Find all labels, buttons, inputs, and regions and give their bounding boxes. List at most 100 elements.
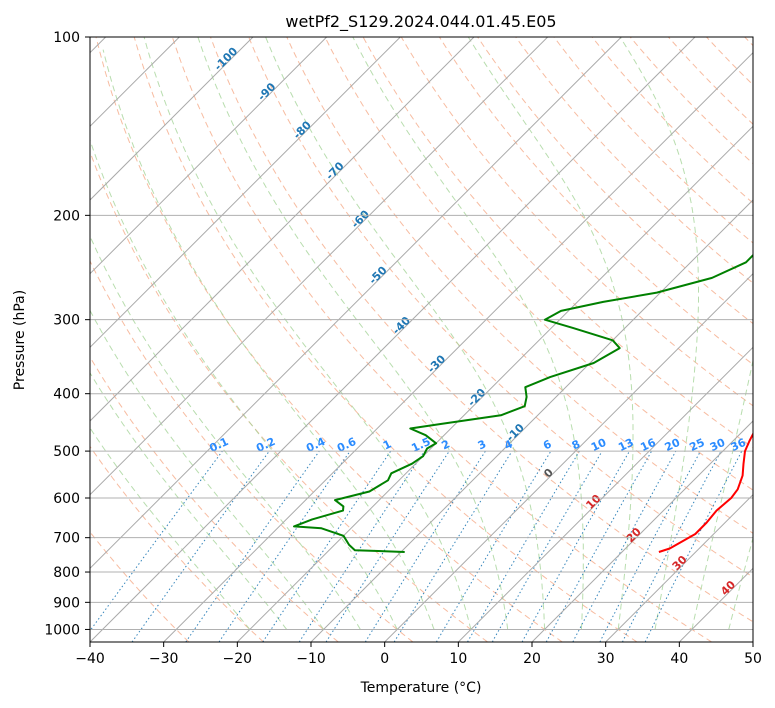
dry-adiabat-line: [706, 37, 753, 86]
isotherm-line: [163, 51, 753, 642]
mixing-ratio-line: [572, 450, 677, 642]
x-tick-label: 0: [380, 651, 389, 667]
y-tick-label: 500: [53, 444, 80, 460]
isotherm-line: [90, 37, 254, 201]
y-tick-label: 800: [53, 565, 80, 581]
dry-adiabat-line: [171, 37, 712, 642]
isotherm-line: [531, 420, 753, 642]
dry-adiabat-line: [90, 356, 339, 642]
y-axis: 100 200 300 400 500 600 700 800 900 1000: [44, 30, 90, 638]
dry-adiabat-line: [591, 37, 753, 204]
dewpoint-profile-line: [293, 253, 753, 553]
isotherm-label: -100: [212, 44, 241, 73]
profile-lines: [293, 253, 753, 553]
x-tick-label: 30: [597, 651, 615, 667]
mixing-ratio-line: [325, 450, 450, 642]
mixing-ratio-line: [185, 450, 320, 642]
x-tick-label: −10: [296, 651, 326, 667]
mixing-ratio-label: 30: [708, 436, 728, 454]
isotherm-line: [90, 37, 549, 496]
mixing-ratio-label: 1: [381, 437, 393, 452]
mixing-ratio-label: 25: [687, 436, 706, 454]
isotherm-label: -20: [465, 386, 488, 409]
moist-adiabat-line: [265, 37, 546, 630]
y-tick-label: 600: [53, 491, 80, 507]
mixing-ratio-line: [545, 450, 653, 642]
isotherm-line: [236, 125, 753, 642]
y-tick-label: 1000: [44, 622, 80, 638]
background-labels: 0.1 0.2 0.4 0.6 1 1.5 2 3 4 6 8 10 13 16 20 25 30 36-100-…: [207, 44, 748, 598]
isotherm-label: -80: [291, 118, 314, 141]
x-tick-label: −30: [149, 651, 179, 667]
isotherm-label: 10: [583, 492, 603, 512]
y-tick-label: 300: [53, 313, 80, 329]
mixing-ratio-label: 0.2: [254, 435, 277, 455]
mixing-ratio-line: [131, 450, 270, 642]
mixing-ratio-label: 10: [589, 436, 609, 454]
dry-adiabat-line: [90, 531, 190, 642]
mixing-ratio-label: 8: [570, 437, 582, 452]
moist-adiabat-line: [90, 427, 251, 630]
mixing-ratio-label: 6: [541, 437, 554, 452]
dry-adiabat-line: [90, 259, 414, 642]
mixing-ratio-line: [218, 450, 351, 642]
isotherm-line: [457, 346, 753, 642]
dry-adiabat-line: [668, 37, 753, 125]
x-axis: −40 −30 −20 −10 0 10 20 30 40 50: [75, 642, 762, 667]
isotherm-label: -50: [366, 264, 389, 287]
mixing-ratio-label: 20: [663, 436, 683, 454]
x-tick-label: 40: [670, 651, 688, 667]
mixing-ratio-line: [298, 450, 425, 642]
isotherm-line: [90, 37, 622, 570]
y-tick-label: 100: [53, 30, 80, 46]
mixing-ratio-line: [393, 450, 513, 642]
grid-lines: [90, 37, 753, 630]
y-tick-label: 400: [53, 387, 80, 403]
moist-adiabat-line: [90, 309, 325, 630]
x-tick-label: 20: [523, 651, 541, 667]
moist-adiabat-line: [619, 37, 699, 630]
x-tick-label: 10: [449, 651, 467, 667]
moist-adiabat-line: [102, 49, 435, 630]
mixing-ratio-line: [644, 450, 743, 642]
moist-adiabat-line: [143, 37, 472, 630]
temperature-profile-line: [658, 432, 753, 553]
dry-adiabat-line: [210, 37, 753, 623]
isotherm-line: [90, 37, 401, 349]
y-axis-title: Pressure (hPa): [12, 290, 28, 390]
isotherm-line: [678, 567, 753, 642]
chart-title: wetPf2_S129.2024.044.01.45.E05: [285, 12, 556, 32]
y-tick-label: 200: [53, 208, 80, 224]
mixing-ratio-label: 0.6: [335, 435, 358, 455]
dry-adiabat-line: [515, 37, 753, 284]
plot-frame: [89, 36, 754, 643]
moist-adiabat-line: [691, 358, 753, 630]
x-tick-label: −20: [223, 651, 253, 667]
moist-adiabat-line: [90, 138, 398, 630]
background-lines: [90, 37, 753, 642]
moist-adiabat-line: [728, 536, 753, 630]
mixing-ratio-line: [521, 450, 630, 642]
dry-adiabat-line: [95, 37, 563, 642]
dry-adiabat-line: [133, 37, 638, 642]
mixing-ratio-line: [262, 450, 392, 642]
isotherm-line: [310, 199, 753, 642]
mixing-ratio-label: 0.4: [304, 435, 327, 455]
isotherm-label: -70: [323, 159, 346, 182]
isotherm-label: -90: [255, 80, 278, 103]
y-tick-label: 700: [53, 531, 80, 547]
mixing-ratio-label: 36: [729, 436, 749, 454]
mixing-ratio-label: 13: [616, 436, 635, 454]
dry-adiabat-line: [90, 445, 264, 642]
mixing-ratio-label: 2: [440, 437, 452, 452]
x-axis-title: Temperature (°C): [360, 680, 482, 696]
mixing-ratio-line: [599, 450, 701, 642]
mixing-ratio-label: 0.1: [207, 435, 230, 455]
moist-adiabat-line: [197, 37, 509, 630]
isotherm-label: -30: [425, 352, 448, 375]
isotherm-label: 40: [718, 578, 738, 598]
moist-adiabat-line: [90, 235, 361, 630]
isotherm-line: [752, 641, 753, 642]
x-tick-label: −40: [75, 651, 105, 667]
